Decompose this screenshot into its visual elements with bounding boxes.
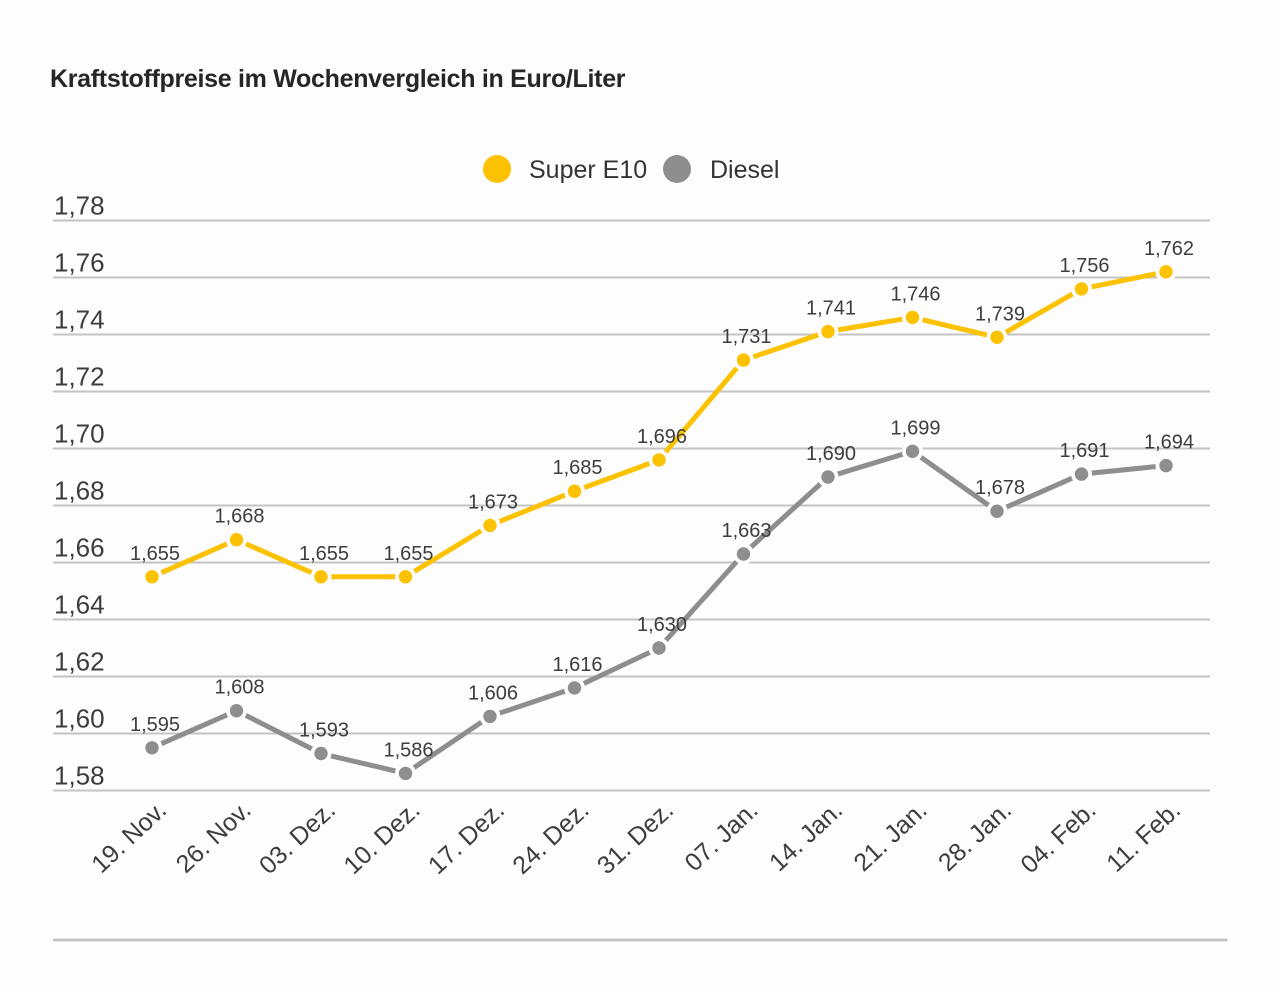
svg-text:1,64: 1,64 [54,590,105,620]
svg-text:1,655: 1,655 [130,543,180,565]
svg-text:1,76: 1,76 [54,248,105,278]
svg-text:1,694: 1,694 [1144,432,1194,454]
svg-text:1,655: 1,655 [299,543,349,565]
svg-text:1,60: 1,60 [54,704,105,734]
svg-text:1,70: 1,70 [54,419,105,449]
svg-text:1,678: 1,678 [975,477,1025,499]
svg-text:1,616: 1,616 [552,654,602,676]
svg-text:1,66: 1,66 [54,533,105,563]
svg-text:1,746: 1,746 [890,283,940,305]
svg-text:1,68: 1,68 [54,476,105,506]
svg-text:Super E10: Super E10 [529,156,647,184]
svg-text:1,699: 1,699 [890,417,940,439]
svg-text:1,608: 1,608 [214,677,264,699]
svg-text:1,78: 1,78 [54,191,105,221]
svg-text:1,691: 1,691 [1059,440,1109,462]
svg-text:1,696: 1,696 [637,426,687,448]
svg-text:1,685: 1,685 [552,457,602,479]
svg-text:1,663: 1,663 [721,520,771,542]
svg-text:1,630: 1,630 [637,614,687,636]
svg-text:1,655: 1,655 [383,543,433,565]
svg-text:1,74: 1,74 [54,305,105,335]
svg-text:1,741: 1,741 [806,298,856,320]
svg-text:1,668: 1,668 [214,506,264,528]
svg-text:1,762: 1,762 [1144,238,1194,260]
svg-text:1,690: 1,690 [806,443,856,465]
svg-text:1,72: 1,72 [54,362,105,392]
svg-text:1,756: 1,756 [1059,255,1109,277]
svg-text:Diesel: Diesel [710,156,779,184]
svg-text:1,673: 1,673 [468,491,518,513]
svg-text:1,731: 1,731 [721,326,771,348]
svg-text:1,593: 1,593 [299,720,349,742]
svg-text:1,586: 1,586 [383,739,433,761]
svg-text:1,606: 1,606 [468,682,518,704]
svg-text:1,62: 1,62 [54,647,105,677]
svg-text:1,595: 1,595 [130,714,180,736]
svg-text:1,58: 1,58 [54,761,105,791]
svg-text:Kraftstoffpreise im Wochenverg: Kraftstoffpreise im Wochenvergleich in E… [50,65,626,93]
svg-text:1,739: 1,739 [975,303,1025,325]
